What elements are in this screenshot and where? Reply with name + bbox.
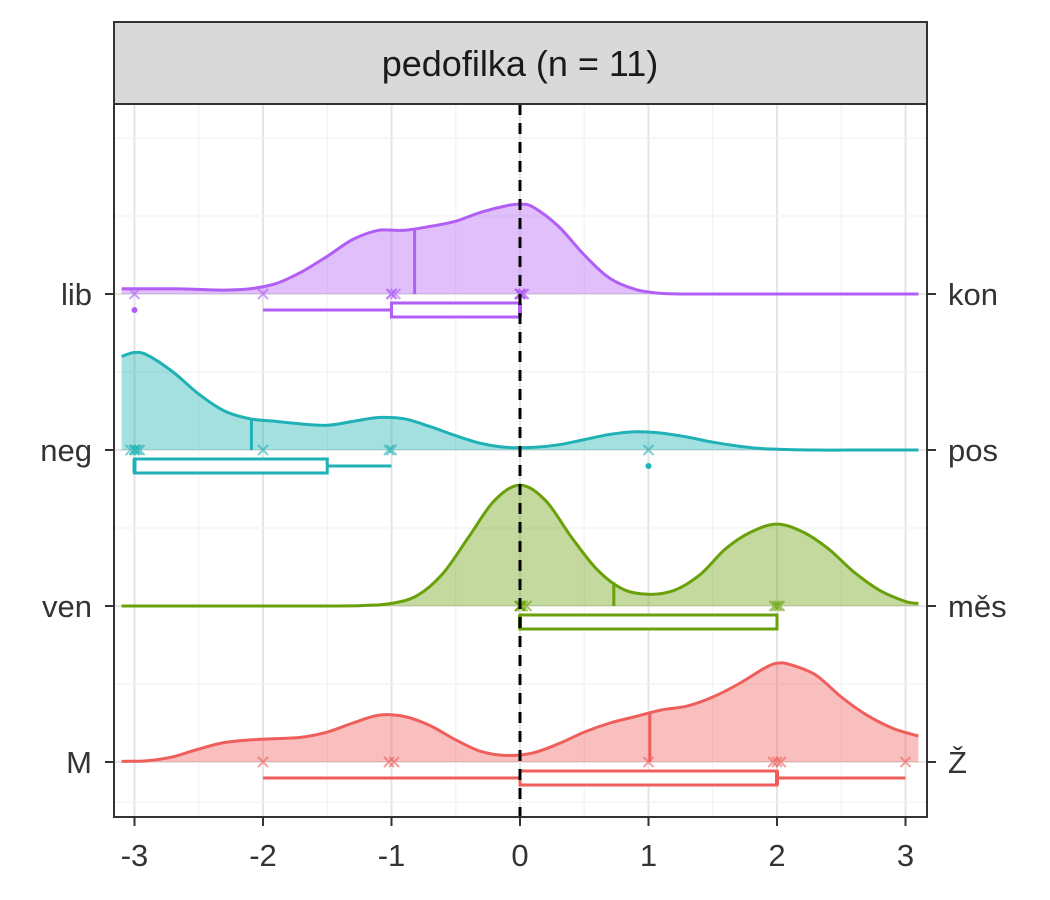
y-label-left: ven [42,589,92,624]
y-label-left: neg [40,433,92,468]
data-point [257,288,269,300]
y-label-right: Ž [948,745,967,780]
density-area [121,662,919,762]
data-point [128,444,141,456]
box [133,457,329,475]
density-line [121,202,919,296]
x-tick-label: 0 [511,838,528,873]
data-point [133,444,146,456]
data-point [383,756,395,768]
series-M [121,661,919,787]
y-label-left: lib [61,277,92,312]
data-point [771,756,783,768]
data-point [388,756,400,768]
data-point [520,600,533,612]
series-neg [121,350,919,475]
data-point [771,600,783,612]
series-lib [121,202,919,319]
y-label-right: kon [948,277,998,312]
box [390,301,522,319]
density-area [121,204,919,295]
box [518,769,779,787]
x-tick-label: -1 [378,838,406,873]
data-point [257,444,269,456]
y-label-left: M [66,745,92,780]
data-point [389,288,402,300]
x-tick-label: 3 [897,838,914,873]
data-point [642,444,655,456]
data-point [257,756,269,768]
y-label-right: měs [948,589,1007,624]
y-label-right: pos [948,433,998,468]
x-tick-label: 1 [640,838,657,873]
density-line [121,350,919,452]
data-point [773,600,786,612]
data-point [775,756,787,768]
data-point [128,288,141,300]
data-point [383,444,395,456]
facet-strip [113,21,928,105]
data-point [385,444,398,456]
data-point [131,444,143,456]
density-line [121,661,919,763]
data-point [385,288,398,300]
x-tick-label: 2 [768,838,785,873]
x-tick-label: -3 [121,838,149,873]
x-tick-label: -2 [249,838,277,873]
box [518,613,779,631]
data-point [899,756,912,768]
outlier-point [131,307,138,313]
data-point [768,600,781,612]
data-point [642,756,655,768]
outlier-point [645,463,652,469]
facet-label: pedofilka (n = 11) [382,43,659,84]
axes-layer: -3 -2 -1 0 1 2 3 lib kon neg pos ven měs M Ž [40,277,1006,873]
